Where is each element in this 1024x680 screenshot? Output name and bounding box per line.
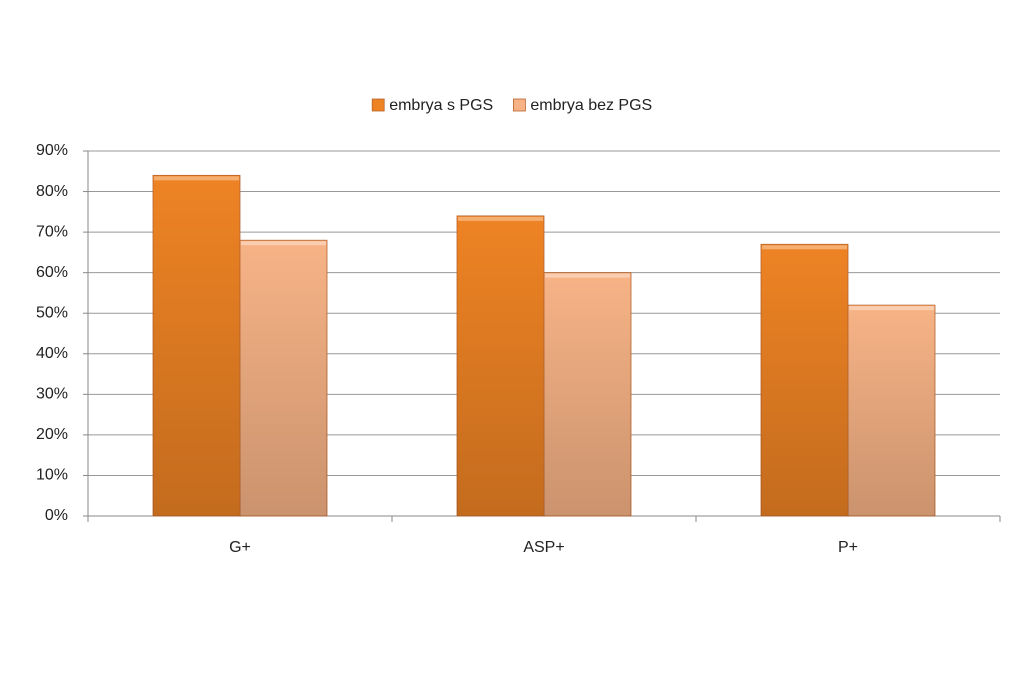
y-tick-label: 60%	[36, 264, 68, 281]
bar-highlight	[241, 241, 326, 246]
x-tick-label: P+	[838, 539, 858, 556]
bar-highlight	[545, 273, 630, 278]
y-tick-label: 50%	[36, 304, 68, 321]
y-tick-label: 0%	[45, 507, 68, 524]
bar-shade	[544, 272, 631, 516]
bar-shade	[153, 175, 240, 517]
bar-shade	[761, 244, 848, 516]
y-tick-label: 10%	[36, 467, 68, 484]
legend-label: embrya s PGS	[389, 97, 493, 114]
bar-highlight	[154, 176, 239, 181]
bar-highlight	[458, 216, 543, 221]
x-tick-label: G+	[229, 539, 251, 556]
bar-shade	[848, 305, 935, 516]
y-tick-label: 40%	[36, 345, 68, 362]
bar-highlight	[762, 245, 847, 250]
bar-shade	[457, 215, 544, 516]
bar-shade	[240, 240, 327, 516]
y-tick-label: 30%	[36, 386, 68, 403]
legend-label: embrya bez PGS	[530, 97, 652, 114]
y-tick-label: 80%	[36, 183, 68, 200]
y-tick-label: 70%	[36, 223, 68, 240]
y-tick-label: 20%	[36, 426, 68, 443]
x-tick-label: ASP+	[523, 539, 564, 556]
legend-swatch	[371, 98, 385, 112]
y-tick-label: 90%	[36, 142, 68, 159]
bar-highlight	[849, 306, 934, 311]
legend-swatch	[513, 98, 526, 112]
